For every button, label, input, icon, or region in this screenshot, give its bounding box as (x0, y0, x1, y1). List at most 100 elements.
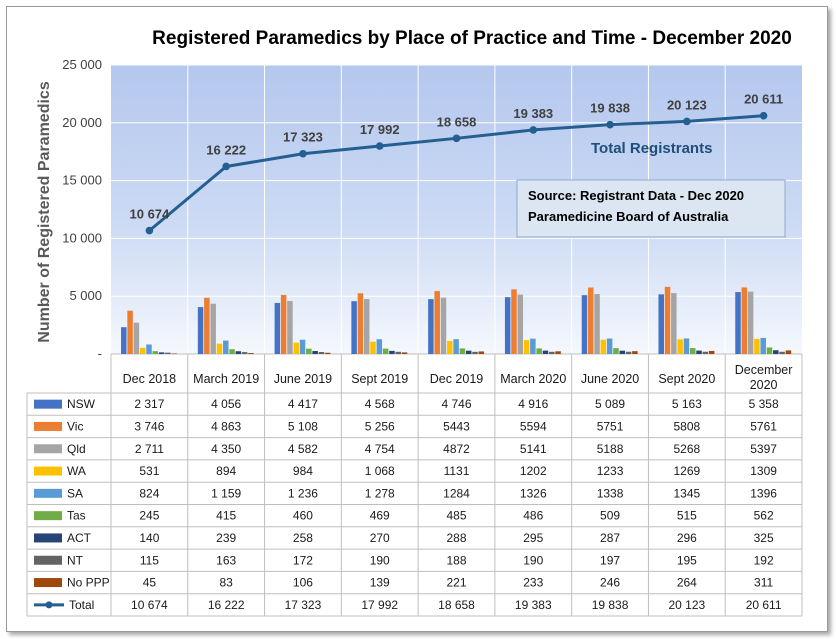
bar-wa (216, 343, 223, 354)
table-cell: 5751 (597, 419, 624, 433)
legend-key (34, 421, 62, 431)
bar-wa (139, 347, 146, 354)
bar-wa (293, 342, 299, 354)
table-cell: 1396 (750, 486, 777, 500)
table-cell: 984 (293, 464, 313, 478)
bar-vic (127, 310, 133, 354)
table-cell: 239 (216, 531, 236, 545)
table-cell: 894 (216, 464, 236, 478)
bar-vic (588, 287, 594, 354)
series-name: Qld (67, 442, 86, 456)
table-cell: 288 (446, 531, 466, 545)
table-cell: 5 089 (595, 397, 625, 411)
table-cell: 115 (140, 553, 159, 567)
table-cell: 1345 (673, 486, 700, 500)
total-point (145, 226, 154, 235)
bar-nsw (581, 295, 588, 354)
bar-nsw (658, 294, 664, 354)
bar-nt (395, 351, 401, 354)
bar-sa (146, 344, 152, 354)
bar-qld (747, 291, 754, 354)
table-cell: 190 (370, 553, 390, 567)
x-category-label: Dec 2018 (123, 372, 177, 386)
table-cell: 5 163 (672, 397, 702, 411)
total-data-label: 16 222 (206, 142, 246, 157)
table-cell: 140 (139, 531, 159, 545)
series-name: Total (69, 598, 94, 612)
table-cell: 4 417 (288, 397, 318, 411)
table-cell: 1 068 (365, 464, 395, 478)
total-point (759, 111, 768, 120)
bar-qld (133, 322, 140, 354)
x-category-label: 2020 (750, 378, 778, 392)
table-cell: 1338 (597, 486, 624, 500)
bar-act (158, 352, 165, 354)
bar-tas (689, 348, 696, 354)
table-cell: 295 (523, 531, 543, 545)
bar-sa (683, 338, 690, 354)
table-cell: 4 746 (441, 397, 471, 411)
table-cell: 172 (293, 553, 313, 567)
table-cell: 486 (523, 509, 543, 523)
table-cell: 195 (677, 553, 697, 567)
bar-sa (530, 338, 536, 354)
bar-tas (306, 348, 312, 354)
bar-nsw (121, 327, 127, 354)
bar-no-ppp (401, 352, 408, 354)
source-text: Paramedicine Board of Australia (528, 209, 729, 224)
bar-tas (382, 348, 389, 354)
legend-key (34, 511, 62, 521)
bar-tas (766, 347, 773, 354)
bar-tas (536, 348, 542, 354)
table-cell: 469 (370, 509, 390, 523)
table-cell: 18 658 (438, 598, 475, 612)
table-cell: 2 711 (135, 442, 164, 456)
total-point (452, 134, 461, 143)
bar-nt (625, 351, 632, 354)
total-data-label: 17 323 (283, 130, 323, 145)
source-box (516, 179, 786, 238)
bar-no-ppp (478, 351, 485, 354)
table-cell: 325 (754, 531, 774, 545)
total-data-label: 10 674 (130, 207, 171, 222)
bar-vic (357, 293, 364, 354)
y-tick-label: 10 000 (62, 230, 102, 245)
table-cell: 5 256 (365, 419, 395, 433)
bar-act (312, 351, 318, 354)
data-table: Dec 2018 March 2019 June 2019 Sept 2019 Dec … (26, 354, 803, 617)
bar-no-ppp (555, 351, 561, 354)
legend-key (34, 444, 62, 454)
legend-key (34, 466, 62, 476)
table-cell: 5 108 (288, 419, 318, 433)
bar-nt (702, 351, 709, 354)
table-cell: 1284 (443, 486, 470, 500)
bar-sa (453, 339, 459, 354)
table-cell: 1309 (750, 464, 777, 478)
table-cell: 197 (600, 553, 620, 567)
table-cell: 1269 (673, 464, 700, 478)
table-cell: 1326 (520, 486, 547, 500)
bar-qld (517, 294, 524, 354)
table-cell: 4 056 (211, 397, 241, 411)
table-cell: 221 (446, 576, 466, 590)
bar-nt (472, 351, 478, 354)
bar-nsw (274, 302, 281, 354)
paramedics-chart: Registered Paramedics by Place of Practi… (26, 28, 803, 617)
bar-wa (677, 339, 683, 354)
x-category-label: Sept 2019 (351, 372, 408, 386)
bar-act (465, 350, 472, 354)
line-annotation: Total Registrants (591, 140, 712, 157)
bar-vic (434, 291, 440, 354)
table-cell: 233 (523, 576, 543, 590)
total-data-label: 20 123 (667, 97, 707, 112)
table-cell: 296 (677, 531, 697, 545)
chart-title: Registered Paramedics by Place of Practi… (152, 28, 792, 49)
bar-no-ppp (708, 350, 715, 354)
x-category-label: Dec 2019 (430, 372, 484, 386)
series-name: No PPP (67, 576, 110, 590)
bar-qld (440, 297, 447, 354)
bar-tas (229, 349, 235, 354)
table-cell: 5141 (520, 442, 547, 456)
table-cell: 1 159 (211, 486, 241, 500)
table-cell: 245 (139, 509, 159, 523)
